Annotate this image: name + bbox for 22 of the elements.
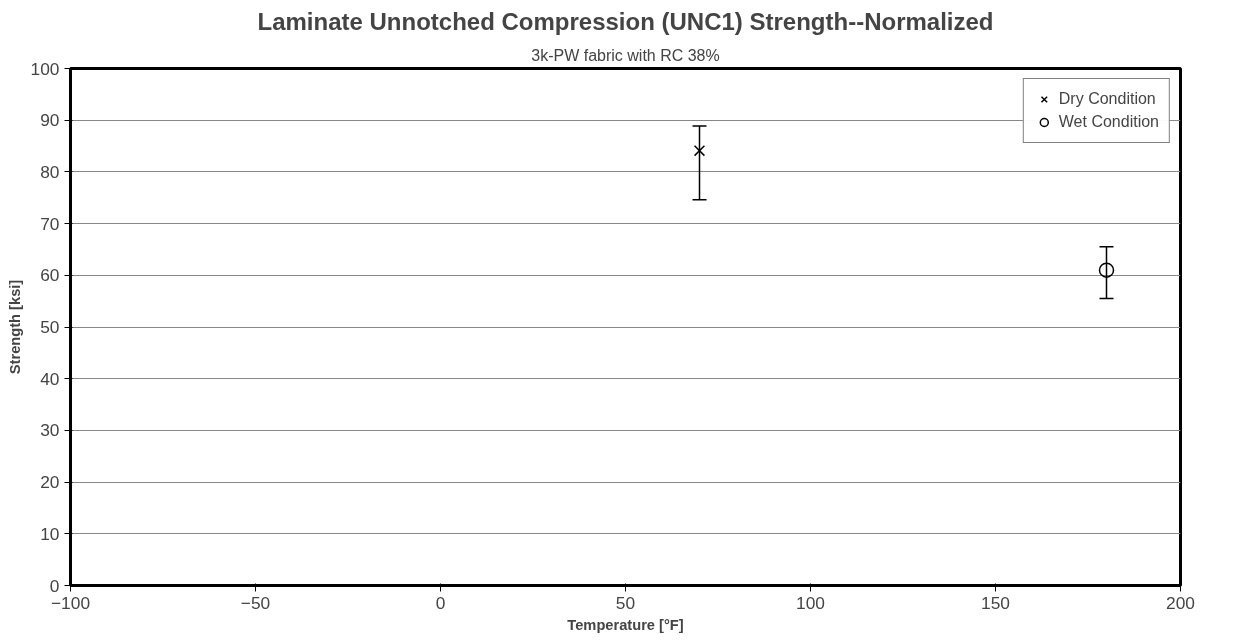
y-tick-label: 20: [40, 472, 60, 493]
y-axis-title: Strength [ksi]: [6, 279, 23, 375]
y-tick-label: 70: [40, 213, 60, 234]
y-tick-label: 80: [40, 161, 60, 182]
x-tick-label: 200: [1166, 592, 1195, 613]
x-tick-label: 0: [435, 592, 446, 613]
x-axis-title: Temperature [°F]: [567, 616, 684, 633]
y-tick-label: 60: [40, 265, 60, 286]
x-tick-label: 100: [796, 592, 825, 613]
chart-title: Laminate Unnotched Compression (UNC1) Strength--Normalized: [257, 7, 994, 35]
x-tick-label: 50: [615, 592, 636, 613]
x-tick-label: −50: [240, 592, 271, 613]
y-tick-label: 90: [40, 110, 60, 131]
legend-label: Wet Condition: [1058, 113, 1159, 131]
y-tick-label: 100: [30, 58, 60, 79]
chart-subtitle: 3k-PW fabric with RC 38%: [531, 46, 720, 64]
x-tick-label: 150: [981, 592, 1010, 613]
y-tick-label: 50: [40, 317, 60, 337]
y-tick-label: 10: [40, 523, 60, 544]
y-tick-label: 30: [40, 420, 60, 441]
legend-label: Dry Condition: [1058, 90, 1156, 108]
y-tick-label: 40: [40, 368, 60, 389]
